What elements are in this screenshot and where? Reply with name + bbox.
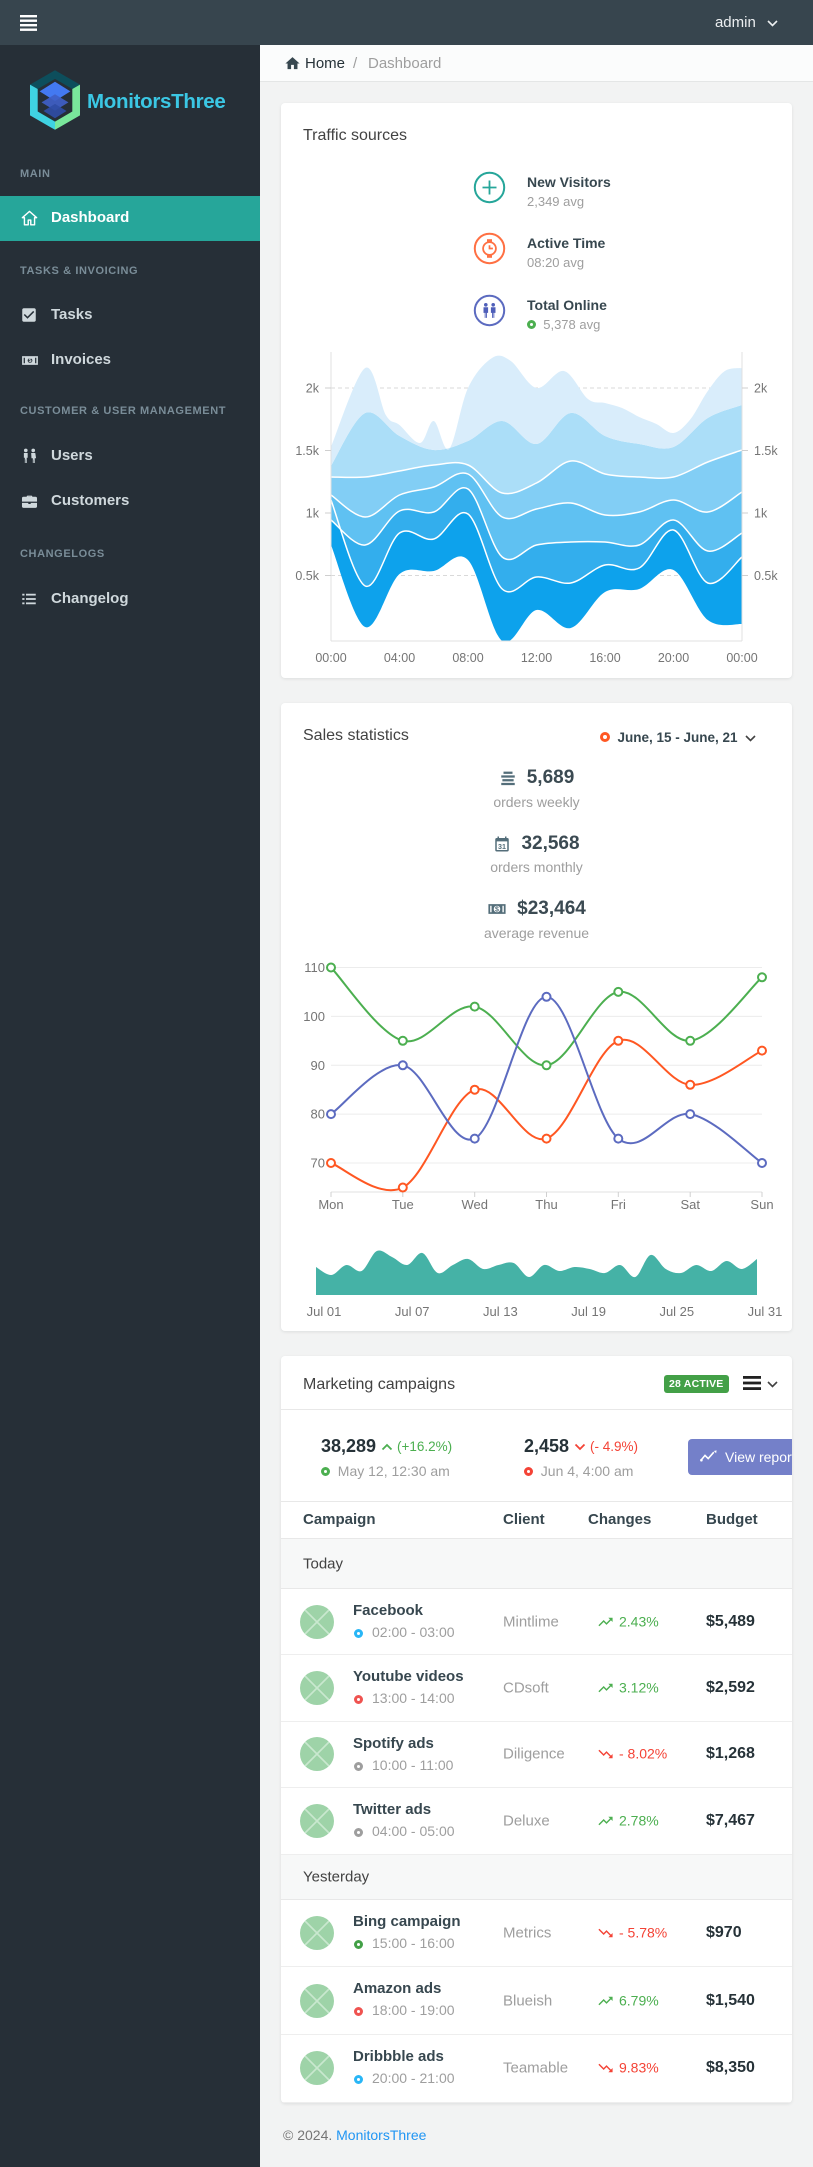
svg-text:2k: 2k (754, 382, 768, 396)
svg-text:80: 80 (311, 1107, 325, 1122)
svg-text:Thu: Thu (535, 1197, 557, 1212)
svg-text:70: 70 (311, 1156, 325, 1171)
svg-text:Jul 07: Jul 07 (395, 1304, 430, 1319)
svg-text:Jul 31: Jul 31 (748, 1304, 783, 1319)
svg-text:1k: 1k (306, 507, 320, 521)
svg-text:Sun: Sun (750, 1197, 773, 1212)
svg-text:100: 100 (303, 1009, 325, 1024)
svg-text:0.5k: 0.5k (754, 569, 778, 583)
svg-text:Sat: Sat (680, 1197, 700, 1212)
svg-text:1k: 1k (754, 507, 768, 521)
svg-text:Fri: Fri (611, 1197, 626, 1212)
svg-text:1.5k: 1.5k (295, 444, 319, 458)
svg-text:08:00: 08:00 (452, 651, 483, 665)
svg-text:0.5k: 0.5k (295, 569, 319, 583)
svg-text:16:00: 16:00 (589, 651, 620, 665)
svg-text:Jul 01: Jul 01 (307, 1304, 342, 1319)
svg-text:04:00: 04:00 (384, 651, 415, 665)
svg-text:Mon: Mon (318, 1197, 343, 1212)
svg-text:1.5k: 1.5k (754, 444, 778, 458)
svg-text:Wed: Wed (461, 1197, 488, 1212)
svg-text:00:00: 00:00 (315, 651, 346, 665)
svg-text:$: $ (29, 358, 32, 364)
svg-text:12:00: 12:00 (521, 651, 552, 665)
svg-text:Jul 25: Jul 25 (659, 1304, 694, 1319)
svg-text:00:00: 00:00 (726, 651, 757, 665)
svg-text:Jul 19: Jul 19 (571, 1304, 606, 1319)
svg-text:90: 90 (311, 1058, 325, 1073)
svg-text:20:00: 20:00 (658, 651, 689, 665)
svg-text:Tue: Tue (392, 1197, 414, 1212)
svg-text:31: 31 (498, 843, 506, 851)
svg-text:$: $ (495, 907, 499, 914)
svg-text:Jul 13: Jul 13 (483, 1304, 518, 1319)
svg-text:2k: 2k (306, 382, 320, 396)
svg-text:110: 110 (304, 960, 325, 975)
